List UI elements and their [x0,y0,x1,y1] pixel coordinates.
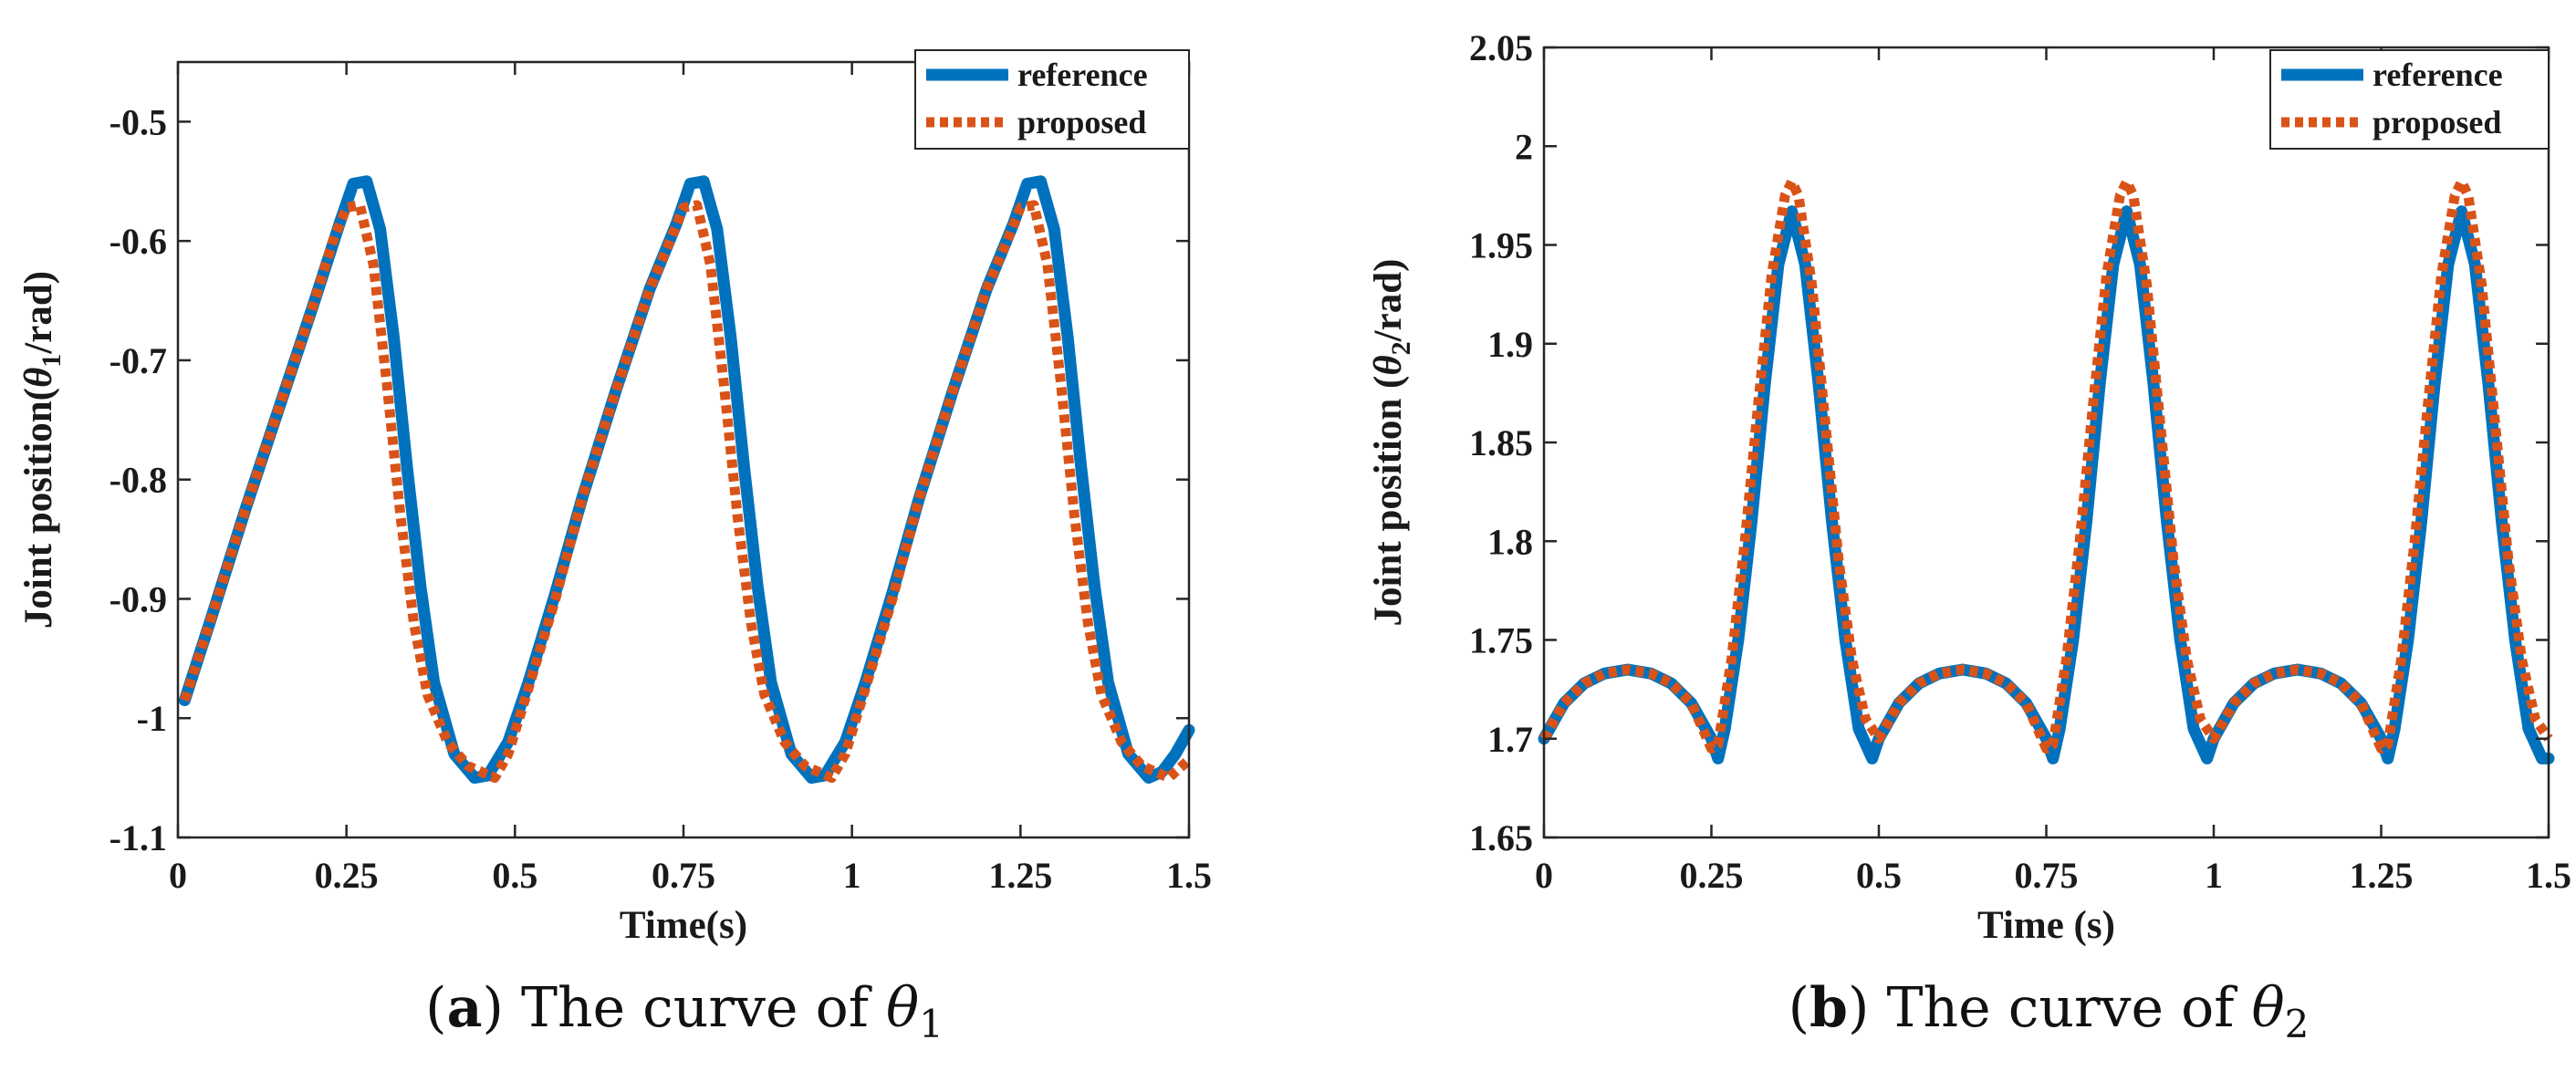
x-tick-label: 0.5 [492,855,537,896]
series-line-reference [1538,205,2555,764]
y-axis-label-prefix: Joint position( [17,388,60,629]
y-tick-label: 2.05 [1469,27,1533,68]
series-line-proposed [180,200,1193,784]
x-tick-label: 0 [1535,855,1553,896]
x-tick-label: 0.25 [1680,855,1744,896]
y-tick-label: 1.65 [1469,817,1533,858]
y-tick-label: -1 [137,698,167,739]
x-tick-label: 0.75 [652,855,715,896]
x-tick-label: 1.5 [2526,855,2571,896]
y-axis-label-suffix: /rad) [17,271,60,355]
y-axis-label-suffix: /rad) [1367,259,1410,343]
y-axis-label-symbol: θ [17,368,60,388]
y-axis-label: Joint position(θ1/rad) [17,271,67,629]
legend: reference proposed [914,49,1190,150]
legend-label-proposed: proposed [2373,104,2501,140]
x-tick-label: 1.25 [2350,855,2414,896]
legend: reference proposed [2269,49,2550,150]
caption-letter: a [447,976,483,1040]
legend-label-proposed: proposed [1017,104,1146,140]
y-axis-label-symbol: θ [1367,355,1410,375]
x-tick-label: 0 [169,855,187,896]
ticks-layer: 0 0.25 0.5 0.75 1 1.25 1.5 1.65 1.7 1.75 1.8 1.85 1.… [1469,27,2571,896]
caption-subscript: 1 [919,1002,944,1046]
ticks-layer: 0 0.25 0.5 0.75 1 1.25 1.5 -1.1 -1 -0.9 -0.8 -0.7 -0… [110,62,1212,896]
y-tick-label: -1.1 [110,817,167,858]
y-tick-label: -0.5 [110,101,167,142]
legend-label-reference: reference [1017,57,1148,93]
y-tick-label: -0.9 [110,578,167,619]
panel-caption: (a) The curve of θ1 [425,976,944,1046]
caption-close-paren: ) [482,976,520,1040]
panel-caption: (b) The curve of θ2 [1789,976,2310,1046]
caption-symbol: θ [886,976,919,1040]
y-tick-label: 1.85 [1469,422,1533,463]
legend-label-reference: reference [2373,57,2503,93]
x-tick-label: 0.25 [315,855,379,896]
y-tick-label: 1.75 [1469,620,1533,661]
y-axis-label: Joint position (θ2/rad) [1367,259,1416,627]
y-tick-label: -0.6 [110,221,167,262]
y-tick-label: 2 [1515,126,1533,167]
panel-a: 0 0.25 0.5 0.75 1 1.25 1.5 -1.1 -1 -0.9 -0.8 -0.7 -0… [17,49,1212,1046]
y-tick-label: -0.8 [110,460,167,501]
x-tick-label: 0.75 [2015,855,2079,896]
y-axis-label-prefix: Joint position ( [1367,376,1410,627]
x-axis-label: Time(s) [620,904,747,947]
y-tick-label: 1.9 [1487,324,1533,365]
y-axis-label-subscript: 2 [1386,341,1416,355]
x-tick-label: 1 [843,855,861,896]
caption-prefix: The curve of [1886,976,2251,1040]
x-tick-label: 1.5 [1166,855,1212,896]
y-tick-label: -0.7 [110,340,167,381]
series-layer [1538,176,2555,764]
x-tick-label: 1 [2205,855,2223,896]
x-tick-label: 1.25 [988,855,1052,896]
y-tick-label: 1.7 [1487,719,1533,760]
legend-box [2269,49,2550,150]
caption-subscript: 2 [2285,1002,2310,1046]
x-axis-label: Time (s) [1977,904,2115,947]
x-tick-label: 0.5 [1856,855,1902,896]
caption-open-paren: ( [1789,976,1809,1040]
caption-open-paren: ( [425,976,446,1040]
y-tick-label: 1.95 [1469,225,1533,266]
legend-box [914,49,1190,150]
caption-symbol: θ [2252,976,2285,1040]
caption-letter: b [1809,976,1848,1040]
y-tick-label: 1.8 [1487,521,1533,562]
caption-close-paren: ) [1848,976,1886,1040]
caption-prefix: The curve of [521,976,886,1040]
panel-b: 0 0.25 0.5 0.75 1 1.25 1.5 1.65 1.7 1.75 1.8 1.85 1.… [1367,27,2571,1046]
y-axis-label-subscript: 1 [37,354,67,368]
series-layer [178,175,1195,785]
series-line-reference [178,175,1195,785]
series-line-proposed [1539,176,2553,754]
